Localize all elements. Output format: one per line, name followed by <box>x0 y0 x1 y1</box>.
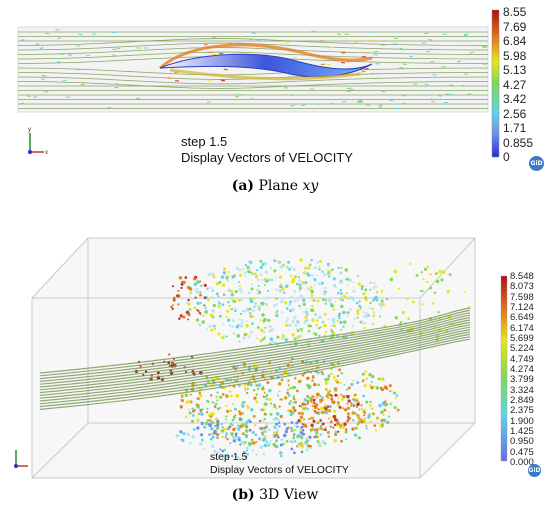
3d-view-legend-label: 2.375 <box>510 405 534 417</box>
step-label-a: step 1.5 <box>181 134 228 149</box>
panel-plane-xy: y x 8.55 7.69 6.84 5.98 5.13 4.27 3.42 2.56 1.71… <box>0 0 550 200</box>
plane-xy-legend-label: 5.13 <box>503 63 527 77</box>
panel-3d-view: 8.548 8.073 7.598 7.124 6.649 6.174 5.699 5.224… <box>0 228 550 516</box>
legend-colorbar-a <box>491 9 500 158</box>
airfoil-wake-high <box>159 43 373 70</box>
plane-xy-legend-label: 6.84 <box>503 34 527 48</box>
plane-xy-legend-label: 2.56 <box>503 106 527 121</box>
3d-view-legend-label: 3.324 <box>510 384 534 396</box>
3d-visualization <box>14 237 508 479</box>
caption-a: (a) Plane xy <box>231 178 319 194</box>
plane-xy-visualization: y x <box>17 9 500 158</box>
3d-view-legend-label: 8.548 <box>510 271 534 282</box>
3d-view-legend-label: 7.598 <box>510 291 534 303</box>
svg-text:x: x <box>45 150 48 156</box>
3d-view-legend-label: 4.749 <box>510 353 534 365</box>
3d-view-legend-label: 1.425 <box>510 426 534 437</box>
airfoil-lower-flow <box>169 68 361 81</box>
plane-xy-legend-label: 1.71 <box>503 121 527 135</box>
axis-triad-b <box>14 450 28 468</box>
display-label-a: Display Vectors of VELOCITY <box>181 150 353 165</box>
3d-view-legend-label: 3.799 <box>510 374 534 386</box>
plane-xy-legend-label: 0.855 <box>503 135 534 150</box>
plane-xy-vectors <box>19 29 488 110</box>
axis-triad-a: y x <box>28 127 48 156</box>
caption-b: (b) 3D View <box>231 487 319 503</box>
3d-view-legend-label: 2.849 <box>510 395 534 406</box>
display-label-b: Display Vectors of VELOCITY <box>210 464 349 476</box>
svg-text:y: y <box>28 127 31 133</box>
airfoil <box>159 53 373 78</box>
3d-view-legend-label: 0.475 <box>510 446 534 458</box>
3d-view-legend-label: 6.174 <box>510 322 534 334</box>
3d-view-legend-label: 1.900 <box>510 415 534 427</box>
3d-view-legend-label: 6.649 <box>510 312 534 324</box>
legend-colorbar-b <box>500 275 508 462</box>
3d-view-legend-label: 0.000 <box>510 457 534 468</box>
3d-velocity-vectors <box>134 258 471 459</box>
gid-logo-a: GiD <box>529 156 544 171</box>
3d-view-legend-label: 5.224 <box>510 343 534 355</box>
plane-xy-legend-label: 5.98 <box>503 48 527 63</box>
3d-view-legend-label: 8.073 <box>510 281 534 293</box>
plane-xy-legend-label: 7.69 <box>503 19 527 34</box>
3d-view-legend-label: 5.699 <box>510 333 534 344</box>
3d-view-legend-label: 4.274 <box>510 364 534 375</box>
step-label-b: step 1.5 <box>210 451 248 463</box>
3d-view-legend-label: 0.950 <box>510 436 534 448</box>
plane-xy-legend-label: 4.27 <box>503 77 527 92</box>
plane-xy-legend-label: 3.42 <box>503 92 527 106</box>
3d-view-legend-label: 7.124 <box>510 302 534 313</box>
3d-streamlines <box>39 307 471 410</box>
plane-xy-legend-label: 8.55 <box>503 5 527 19</box>
plane-xy-legend-label: 0 <box>503 150 510 164</box>
gid-logo-b: GiD <box>528 464 541 477</box>
